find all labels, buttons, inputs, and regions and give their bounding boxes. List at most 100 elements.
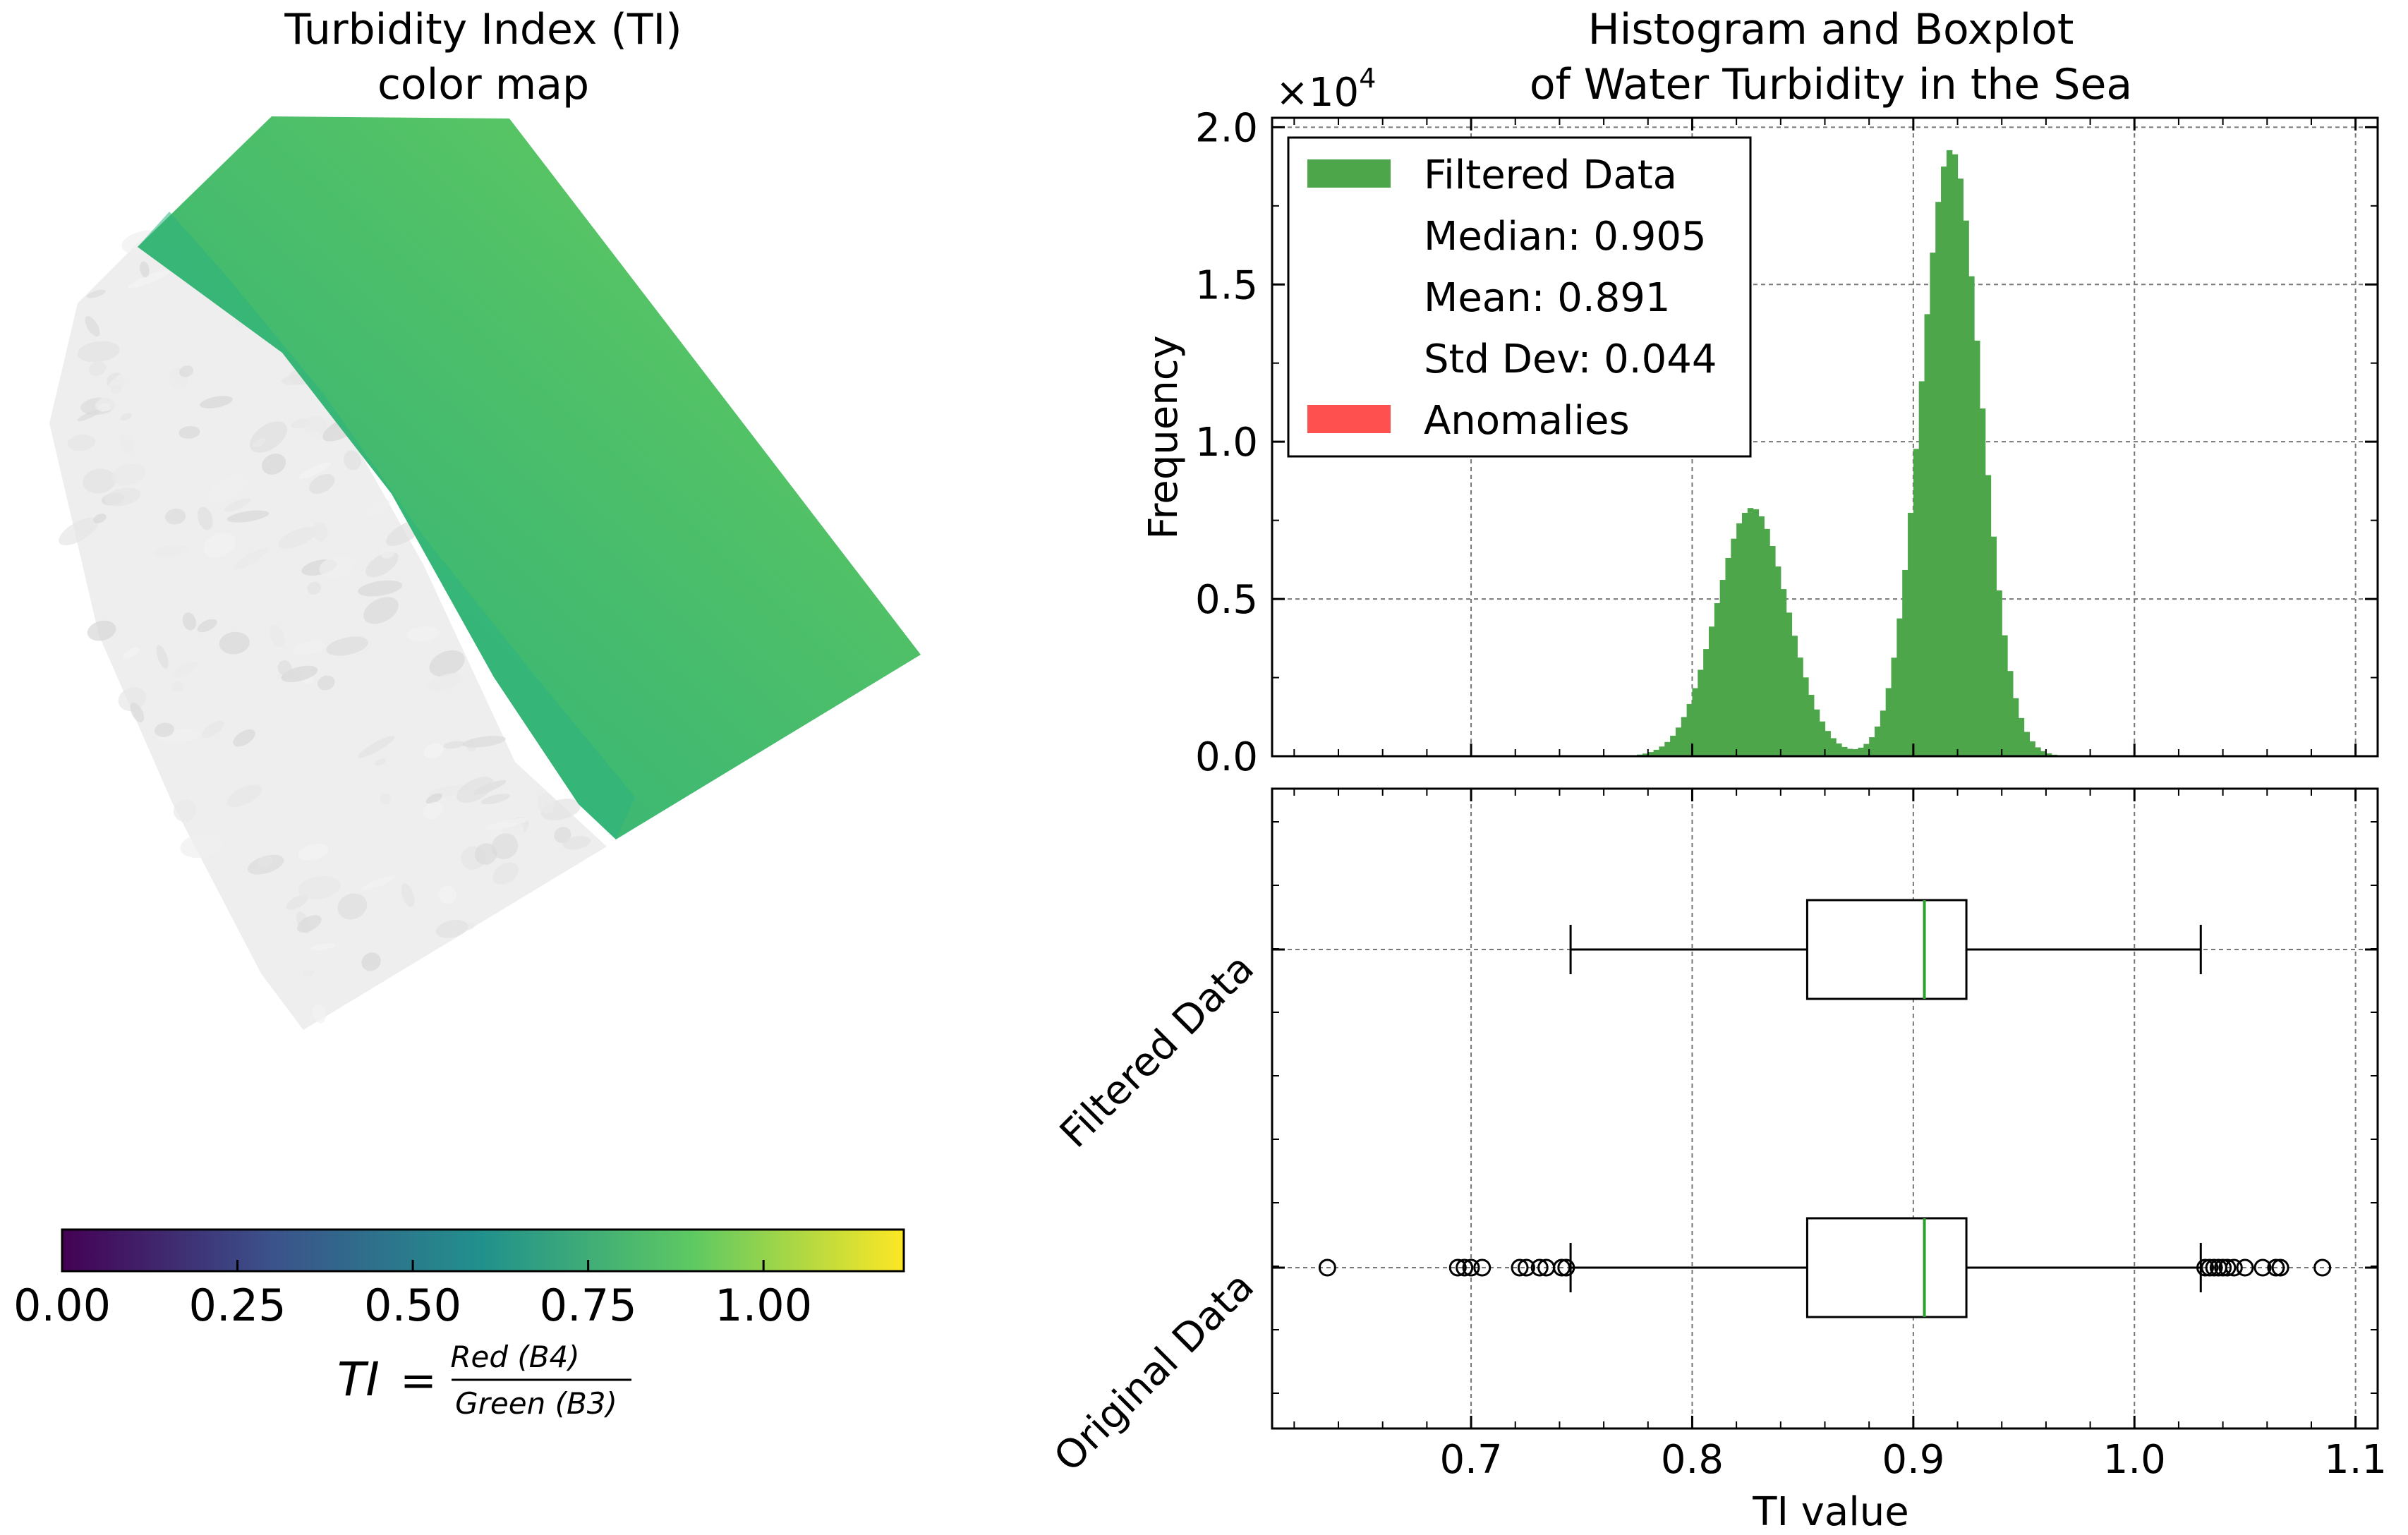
land-speckle (59, 517, 99, 545)
histogram-bar (1891, 657, 1897, 756)
histogram-bar (1990, 536, 1997, 756)
histogram-bar (1952, 154, 1959, 756)
map-title-line2: color map (377, 60, 589, 109)
histogram-bar (1653, 749, 1660, 756)
land-speckle (105, 368, 143, 398)
histogram-bar (1830, 738, 1837, 756)
legend: Filtered Data Median: 0.905 Mean: 0.891 Std… (1287, 136, 1752, 458)
land-speckle (197, 619, 217, 633)
histogram-bar (1725, 557, 1731, 756)
outlier-point (2205, 1258, 2223, 1277)
formula-denominator: Green (B3) (455, 1386, 617, 1421)
land-speckle (423, 743, 444, 759)
land-speckle (277, 527, 317, 549)
land-speckle (485, 818, 528, 830)
land-speckle (165, 508, 186, 525)
land-speckle (118, 687, 147, 712)
land-speckle (361, 875, 397, 891)
histogram-bar (1808, 694, 1815, 756)
histogram-bar (1703, 649, 1710, 756)
formula-equals: = (400, 1354, 437, 1406)
land-speckle (310, 943, 336, 951)
land-speckle (233, 547, 269, 571)
histogram-bar (1819, 721, 1826, 756)
outlier-point (2267, 1258, 2285, 1277)
land-speckle (154, 722, 174, 737)
histogram-bar (1896, 618, 1903, 756)
histogram-bar (1758, 516, 1765, 756)
land-speckle (537, 793, 555, 814)
land-speckle (120, 434, 134, 454)
legend-label: Mean: 0.891 (1424, 275, 1671, 321)
category-label: Original Data (1046, 1263, 1263, 1481)
land-speckle (344, 450, 361, 471)
histogram-bar (2018, 717, 2025, 756)
land-speckle (200, 396, 233, 408)
land-speckle (363, 597, 399, 624)
land-speckle (286, 894, 308, 910)
histogram-bar (1698, 669, 1704, 756)
land-speckle (428, 672, 463, 692)
histogram-bar (1930, 253, 1936, 756)
outlier-point (2196, 1258, 2215, 1277)
land-speckle (253, 438, 266, 447)
land-speckle (88, 361, 107, 376)
category-label: Filtered Data (1051, 945, 1263, 1157)
colorbar-tick-label: 0.00 (13, 1280, 111, 1331)
land-speckle (303, 970, 315, 977)
land-speckle (67, 435, 96, 451)
land-speckle (358, 580, 403, 597)
histogram-bar (1979, 408, 1986, 756)
land-speckle (233, 729, 255, 747)
histogram-bar (1963, 220, 1969, 757)
legend-box (1287, 136, 1752, 458)
histogram-bar (1664, 741, 1671, 756)
histogram-bar (1719, 580, 1726, 756)
land-speckle (375, 758, 387, 765)
land-speckle (203, 533, 236, 558)
map-panel: Turbidity Index (TI) color map 0.00 0.25 0… (13, 5, 921, 1421)
chart-title-line2: of Water Turbidity in the Sea (1530, 60, 2132, 109)
histogram-bar (1913, 449, 1920, 756)
histogram-bar (1902, 569, 1908, 756)
histogram-ylabel: Frequency (1141, 335, 1187, 539)
histogram-bar (1880, 710, 1887, 756)
land-speckle (226, 784, 262, 808)
formula-lhs: TI (337, 1352, 380, 1407)
x-tick-label: 0.8 (1661, 1437, 1724, 1483)
land-speckle (171, 681, 184, 693)
histogram-bar (1968, 276, 1975, 757)
colorbar-tick-label: 0.25 (189, 1280, 286, 1331)
histogram-bar (1681, 717, 1688, 756)
outlier-point (2201, 1258, 2219, 1277)
x-tick-label: 1.0 (2103, 1437, 2166, 1483)
land-speckle (337, 893, 368, 920)
land-speckle (257, 855, 274, 867)
land-speckle (303, 429, 321, 448)
y-multiplier: ×104 (1276, 63, 1376, 116)
outlier-point (2218, 1258, 2237, 1277)
histogram-bar (1714, 603, 1721, 756)
sea-coastal-band (138, 212, 635, 839)
histogram-bar (1731, 538, 1737, 756)
y-tick-label: 1.0 (1195, 420, 1258, 466)
land-speckle (319, 555, 356, 578)
histogram-bar (1957, 178, 1964, 756)
land-speckle (462, 736, 506, 748)
land-speckle (261, 454, 286, 475)
histogram-bar (1825, 731, 1831, 756)
colorbar-tick-label: 0.50 (364, 1280, 461, 1331)
box (1805, 899, 1968, 1000)
x-tick-label: 0.7 (1440, 1437, 1503, 1483)
histogram-bar (1869, 737, 1875, 756)
land-speckle (438, 885, 456, 904)
land-speckle (307, 581, 322, 595)
boxplot-grid (1272, 789, 2378, 1428)
land-speckle (140, 261, 150, 278)
histogram-bar (1753, 509, 1760, 756)
land-speckle (298, 844, 329, 861)
colorbar-ticks: 0.00 0.25 0.50 0.75 1.00 (13, 1260, 812, 1331)
y-tick-label: 1.5 (1195, 262, 1258, 308)
land-speckle (298, 875, 341, 899)
